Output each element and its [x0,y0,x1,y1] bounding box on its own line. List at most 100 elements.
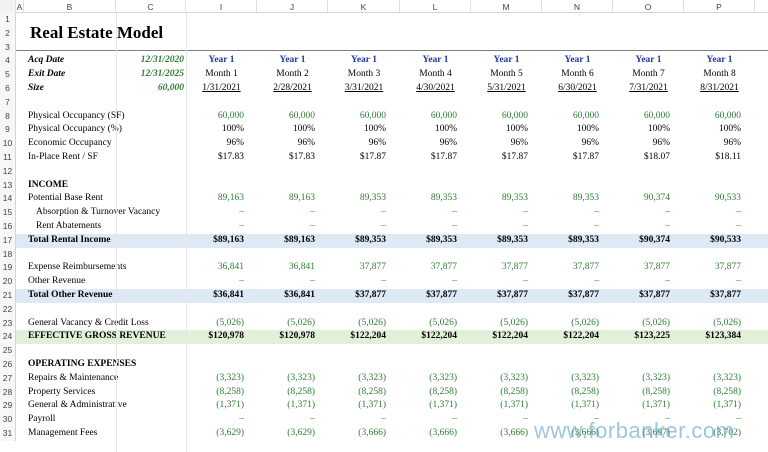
data-cell[interactable]: (3,323) [216,372,244,383]
column-header-p[interactable]: P [684,0,755,13]
data-cell[interactable]: – [310,221,315,231]
data-cell[interactable]: – [736,207,741,218]
period-year[interactable]: Year 1 [208,55,235,66]
column-header-j[interactable]: J [257,0,328,13]
column-header-k[interactable]: K [328,0,400,13]
row-header[interactable]: 30 [0,413,16,427]
data-cell[interactable]: $17.83 [217,152,244,162]
data-cell[interactable]: (1,371) [287,400,315,411]
data-cell[interactable]: (3,323) [358,372,386,383]
data-cell[interactable]: $89,163 [213,234,244,245]
row-header[interactable]: 20 [0,275,16,289]
data-cell[interactable]: (8,258) [287,386,315,397]
period-year[interactable]: Year 1 [564,55,591,66]
data-cell[interactable]: (1,371) [358,400,386,411]
row-header[interactable]: 21 [0,289,16,303]
data-cell[interactable]: $18.07 [643,152,670,162]
data-cell[interactable]: – [452,414,457,425]
data-cell[interactable]: $123,384 [705,331,741,342]
data-cell[interactable]: $37,877 [568,290,599,300]
row-header[interactable]: 1 [0,13,16,27]
row-header[interactable]: 3 [0,40,16,55]
data-cell[interactable]: (5,026) [287,317,315,328]
data-cell[interactable]: 37,877 [501,262,528,273]
data-cell[interactable]: $37,877 [497,290,528,300]
row-header[interactable]: 7 [0,95,16,110]
data-cell[interactable]: (3,666) [358,428,386,438]
column-header-b[interactable]: B [24,0,116,13]
column-header-m[interactable]: M [471,0,542,13]
data-cell[interactable]: 37,877 [643,262,670,273]
data-cell[interactable]: – [736,276,741,287]
data-cell[interactable]: (8,258) [358,386,386,397]
column-header-i[interactable]: I [186,0,257,13]
data-cell[interactable]: – [310,207,315,218]
data-cell[interactable]: 60,000 [217,110,244,121]
period-date[interactable]: 1/31/2021 [202,83,241,93]
row-header[interactable]: 5 [0,68,16,82]
data-cell[interactable]: (8,258) [500,386,528,397]
data-cell[interactable]: – [239,414,244,425]
data-cell[interactable]: – [736,414,741,425]
data-cell[interactable]: 37,877 [359,262,386,273]
data-cell[interactable]: $17.87 [572,152,599,162]
data-cell[interactable]: $120,978 [279,331,315,342]
row-header[interactable]: 8 [0,109,16,124]
data-cell[interactable]: 100% [718,124,741,135]
data-cell[interactable]: 60,000 [643,110,670,121]
data-cell[interactable]: $36,841 [284,290,315,300]
data-cell[interactable]: 96% [439,138,457,149]
data-cell[interactable]: – [452,207,457,218]
data-cell[interactable]: (5,026) [358,317,386,328]
data-cell[interactable]: 96% [510,138,528,149]
data-cell[interactable]: – [310,276,315,287]
data-cell[interactable]: 96% [368,138,386,149]
data-cell[interactable]: $89,353 [497,234,528,245]
data-cell[interactable]: $89,353 [355,234,386,245]
data-cell[interactable]: (3,323) [500,372,528,383]
data-cell[interactable]: $123,225 [634,331,670,342]
row-header[interactable]: 26 [0,358,16,372]
data-cell[interactable]: – [239,221,244,231]
data-cell[interactable]: – [310,414,315,425]
data-cell[interactable]: (5,026) [429,317,457,328]
data-cell[interactable]: (3,629) [216,428,244,438]
data-cell[interactable]: $90,374 [639,234,670,245]
period-date[interactable]: 6/30/2021 [558,83,597,93]
data-cell[interactable]: – [381,414,386,425]
data-cell[interactable]: $36,841 [213,290,244,300]
period-month[interactable]: Month 6 [561,69,594,80]
data-cell[interactable]: $37,877 [639,290,670,300]
data-cell[interactable]: $37,877 [355,290,386,300]
data-cell[interactable]: – [665,221,670,231]
data-cell[interactable]: $37,877 [710,290,741,300]
data-cell[interactable]: 37,877 [572,262,599,273]
select-all-corner[interactable] [0,0,16,13]
data-cell[interactable]: – [523,276,528,287]
period-date[interactable]: 8/31/2021 [700,83,739,93]
data-cell[interactable]: 90,374 [643,193,670,204]
data-cell[interactable]: $89,353 [568,234,599,245]
acq-value-input[interactable]: 12/31/2020 [140,55,184,66]
row-header[interactable]: 29 [0,399,16,414]
row-header[interactable]: 27 [0,371,16,386]
data-cell[interactable]: 96% [723,138,741,149]
exit-value-input[interactable]: 12/31/2025 [140,69,184,80]
period-month[interactable]: Month 4 [419,69,452,80]
column-header-a[interactable]: A [16,0,24,13]
data-cell[interactable]: (3,702) [713,428,741,438]
data-cell[interactable]: – [665,207,670,218]
row-header[interactable]: 10 [0,137,16,151]
period-date[interactable]: 3/31/2021 [344,83,384,93]
period-date[interactable]: 5/31/2021 [487,83,526,93]
data-cell[interactable]: 60,000 [501,110,528,121]
data-cell[interactable]: – [239,207,244,218]
data-cell[interactable]: $90,533 [710,234,741,245]
column-header-c[interactable]: C [116,0,186,13]
data-cell[interactable]: (5,026) [642,317,670,328]
period-year[interactable]: Year 1 [351,55,377,66]
data-cell[interactable]: $17.83 [288,152,315,162]
data-cell[interactable]: $89,353 [426,234,457,245]
data-cell[interactable]: – [381,276,386,287]
data-cell[interactable]: (1,371) [216,400,244,411]
